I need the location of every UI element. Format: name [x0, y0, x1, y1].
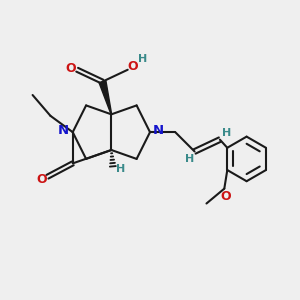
- Text: N: N: [58, 124, 69, 137]
- Text: N: N: [153, 124, 164, 137]
- Text: O: O: [128, 60, 138, 73]
- Polygon shape: [99, 81, 112, 114]
- Text: H: H: [184, 154, 194, 164]
- Text: O: O: [220, 190, 231, 202]
- Text: H: H: [138, 54, 147, 64]
- Text: O: O: [36, 173, 47, 186]
- Text: H: H: [116, 164, 125, 174]
- Text: O: O: [65, 62, 76, 75]
- Text: H: H: [222, 128, 231, 138]
